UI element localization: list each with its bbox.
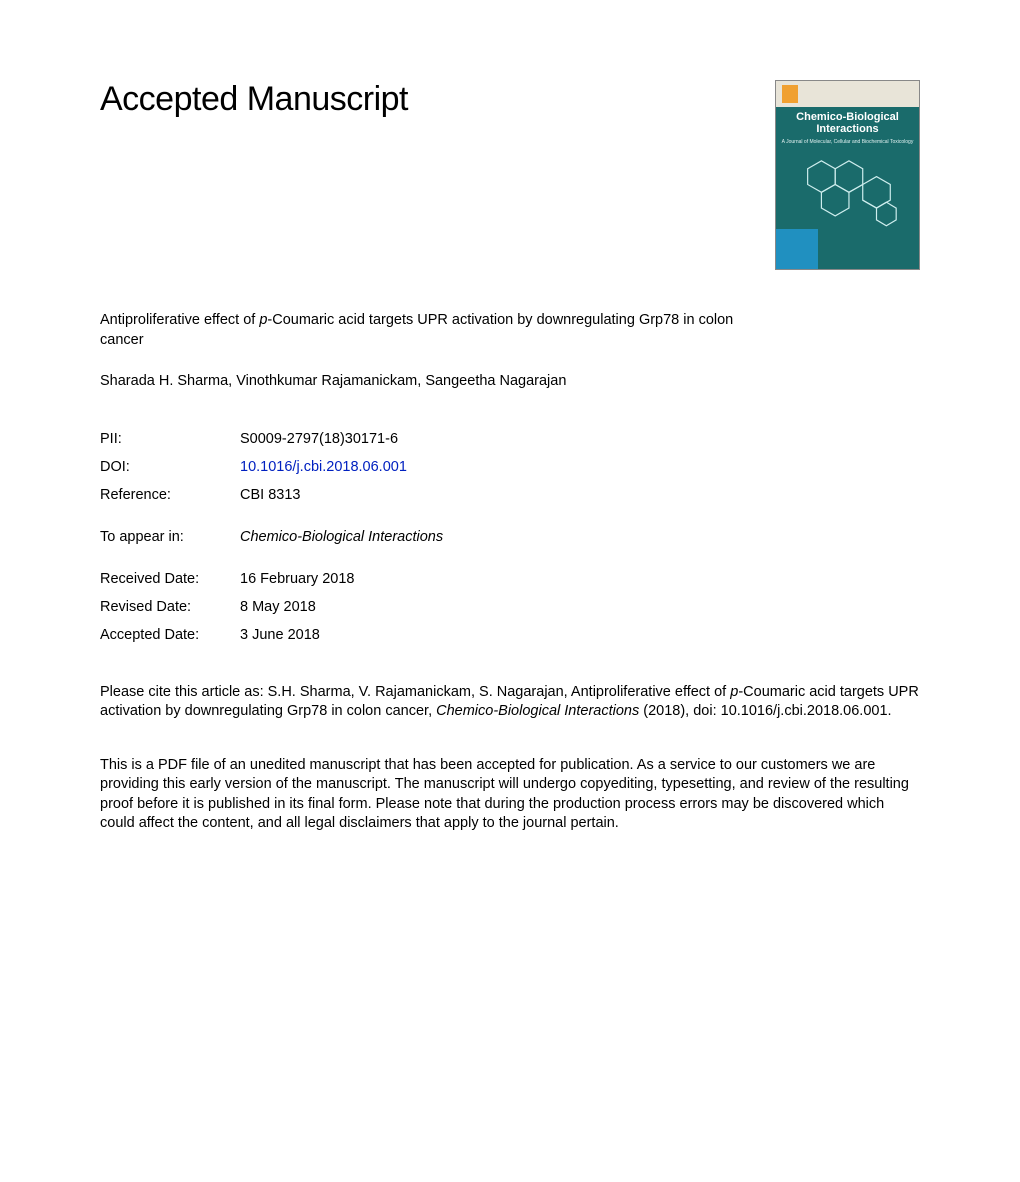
pii-value: S0009-2797(18)30171-6: [240, 431, 398, 447]
publisher-logo-icon: [782, 85, 798, 103]
meta-row-reference: Reference: CBI 8313: [100, 487, 920, 503]
article-title: Antiproliferative effect of p-Coumaric a…: [100, 310, 740, 351]
header-row: Accepted Manuscript Chemico-Biological I…: [100, 80, 920, 270]
journal-title-line1: Chemico-Biological: [796, 111, 899, 123]
journal-cover-thumbnail: Chemico-Biological Interactions A Journa…: [775, 80, 920, 270]
meta-row-accepted: Accepted Date: 3 June 2018: [100, 627, 920, 643]
page-heading: Accepted Manuscript: [100, 80, 408, 119]
authors-line: Sharada H. Sharma, Vinothkumar Rajamanic…: [100, 373, 920, 389]
cover-footer-band: [776, 229, 818, 269]
citation-pre: Please cite this article as: S.H. Sharma…: [100, 684, 730, 700]
revised-label: Revised Date:: [100, 599, 240, 615]
citation-ital2: Chemico-Biological Interactions: [436, 703, 639, 719]
molecule-structure-icon: [786, 151, 909, 240]
doi-label: DOI:: [100, 459, 240, 475]
journal-title-line2: Interactions: [816, 123, 878, 135]
appear-value: Chemico-Biological Interactions: [240, 529, 443, 545]
title-pre: Antiproliferative effect of: [100, 312, 259, 328]
meta-row-received: Received Date: 16 February 2018: [100, 571, 920, 587]
received-label: Received Date:: [100, 571, 240, 587]
accepted-value: 3 June 2018: [240, 627, 320, 643]
reference-value: CBI 8313: [240, 487, 300, 503]
appear-label: To appear in:: [100, 529, 240, 545]
meta-row-appear-in: To appear in: Chemico-Biological Interac…: [100, 529, 920, 545]
pii-label: PII:: [100, 431, 240, 447]
meta-row-revised: Revised Date: 8 May 2018: [100, 599, 920, 615]
accepted-label: Accepted Date:: [100, 627, 240, 643]
metadata-table: PII: S0009-2797(18)30171-6 DOI: 10.1016/…: [100, 431, 920, 643]
reference-label: Reference:: [100, 487, 240, 503]
journal-cover-subtitle: A Journal of Molecular, Cellular and Bio…: [776, 139, 919, 145]
received-value: 16 February 2018: [240, 571, 354, 587]
doi-link[interactable]: 10.1016/j.cbi.2018.06.001: [240, 459, 407, 475]
disclaimer-paragraph: This is a PDF file of an unedited manusc…: [100, 756, 920, 834]
citation-paragraph: Please cite this article as: S.H. Sharma…: [100, 683, 920, 722]
meta-row-doi: DOI: 10.1016/j.cbi.2018.06.001: [100, 459, 920, 475]
revised-value: 8 May 2018: [240, 599, 316, 615]
citation-post: (2018), doi: 10.1016/j.cbi.2018.06.001.: [639, 703, 891, 719]
journal-cover-title: Chemico-Biological Interactions: [776, 111, 919, 135]
meta-row-pii: PII: S0009-2797(18)30171-6: [100, 431, 920, 447]
